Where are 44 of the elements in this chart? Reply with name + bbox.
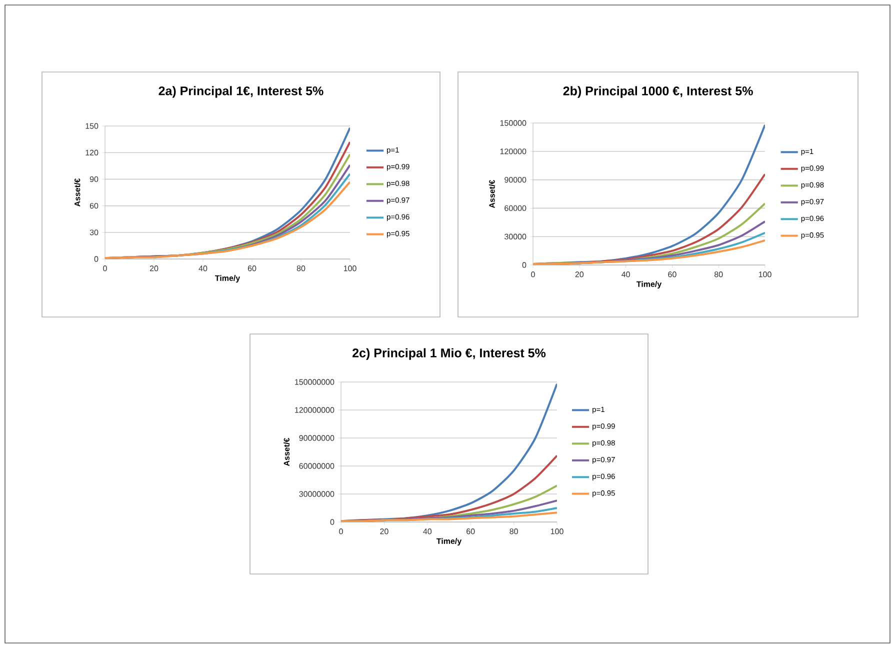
x-tick-label: 40 [198,266,208,272]
y-tick-label: 150000 [500,120,526,126]
x-tick-label: 20 [575,272,584,278]
x-axis-title: Time/y [636,281,662,289]
x-axis-title: Time/y [436,538,462,546]
x-tick-label: 100 [550,528,564,534]
y-axis-title: Asset/€ [284,438,290,466]
x-tick-label: 20 [380,528,388,534]
y-axis-title: Asset/€ [488,180,495,208]
y-tick-label: 0 [330,519,334,525]
x-tick-label: 80 [296,266,306,272]
x-tick-label: 80 [510,528,518,534]
y-tick-label: 90000000 [299,435,334,441]
x-tick-label: 0 [103,266,107,272]
y-tick-label: 30 [90,230,98,236]
y-tick-label: 60 [90,202,98,209]
x-tick-label: 0 [531,272,535,278]
y-tick-label: 0 [94,256,98,262]
y-tick-label: 30000 [504,234,526,240]
x-tick-label: 60 [248,266,256,272]
x-tick-label: 0 [339,528,343,534]
x-tick-label: 40 [622,272,630,278]
x-tick-label: 40 [423,528,432,534]
x-tick-label: 80 [714,272,723,278]
chart-title: 2c) Principal 1 Mio €, Interest 5% [352,348,546,360]
y-tick-label: 120000 [500,148,526,154]
y-tick-label: 30000000 [299,491,334,497]
y-tick-label: 90000 [504,176,526,183]
y-axis-title: Asset/€ [74,178,80,207]
x-tick-label: 20 [150,266,158,272]
y-tick-label: 120 [86,150,98,156]
chart-title: 2a) Principal 1€, Interest 5% [158,86,324,98]
y-tick-label: 150 [86,123,98,129]
y-tick-label: 60000000 [299,463,334,469]
chart-title: 2b) Principal 1000 €, Interest 5% [563,86,753,98]
y-tick-label: 150000000 [295,379,334,385]
x-tick-label: 60 [668,272,676,278]
x-tick-label: 100 [344,266,356,272]
x-tick-label: 100 [758,272,772,278]
x-tick-label: 60 [466,528,475,534]
x-axis-title: Time/y [215,275,240,283]
y-tick-label: 90 [90,176,98,182]
y-tick-label: 120000000 [295,407,334,413]
y-tick-label: 60000 [504,205,526,212]
